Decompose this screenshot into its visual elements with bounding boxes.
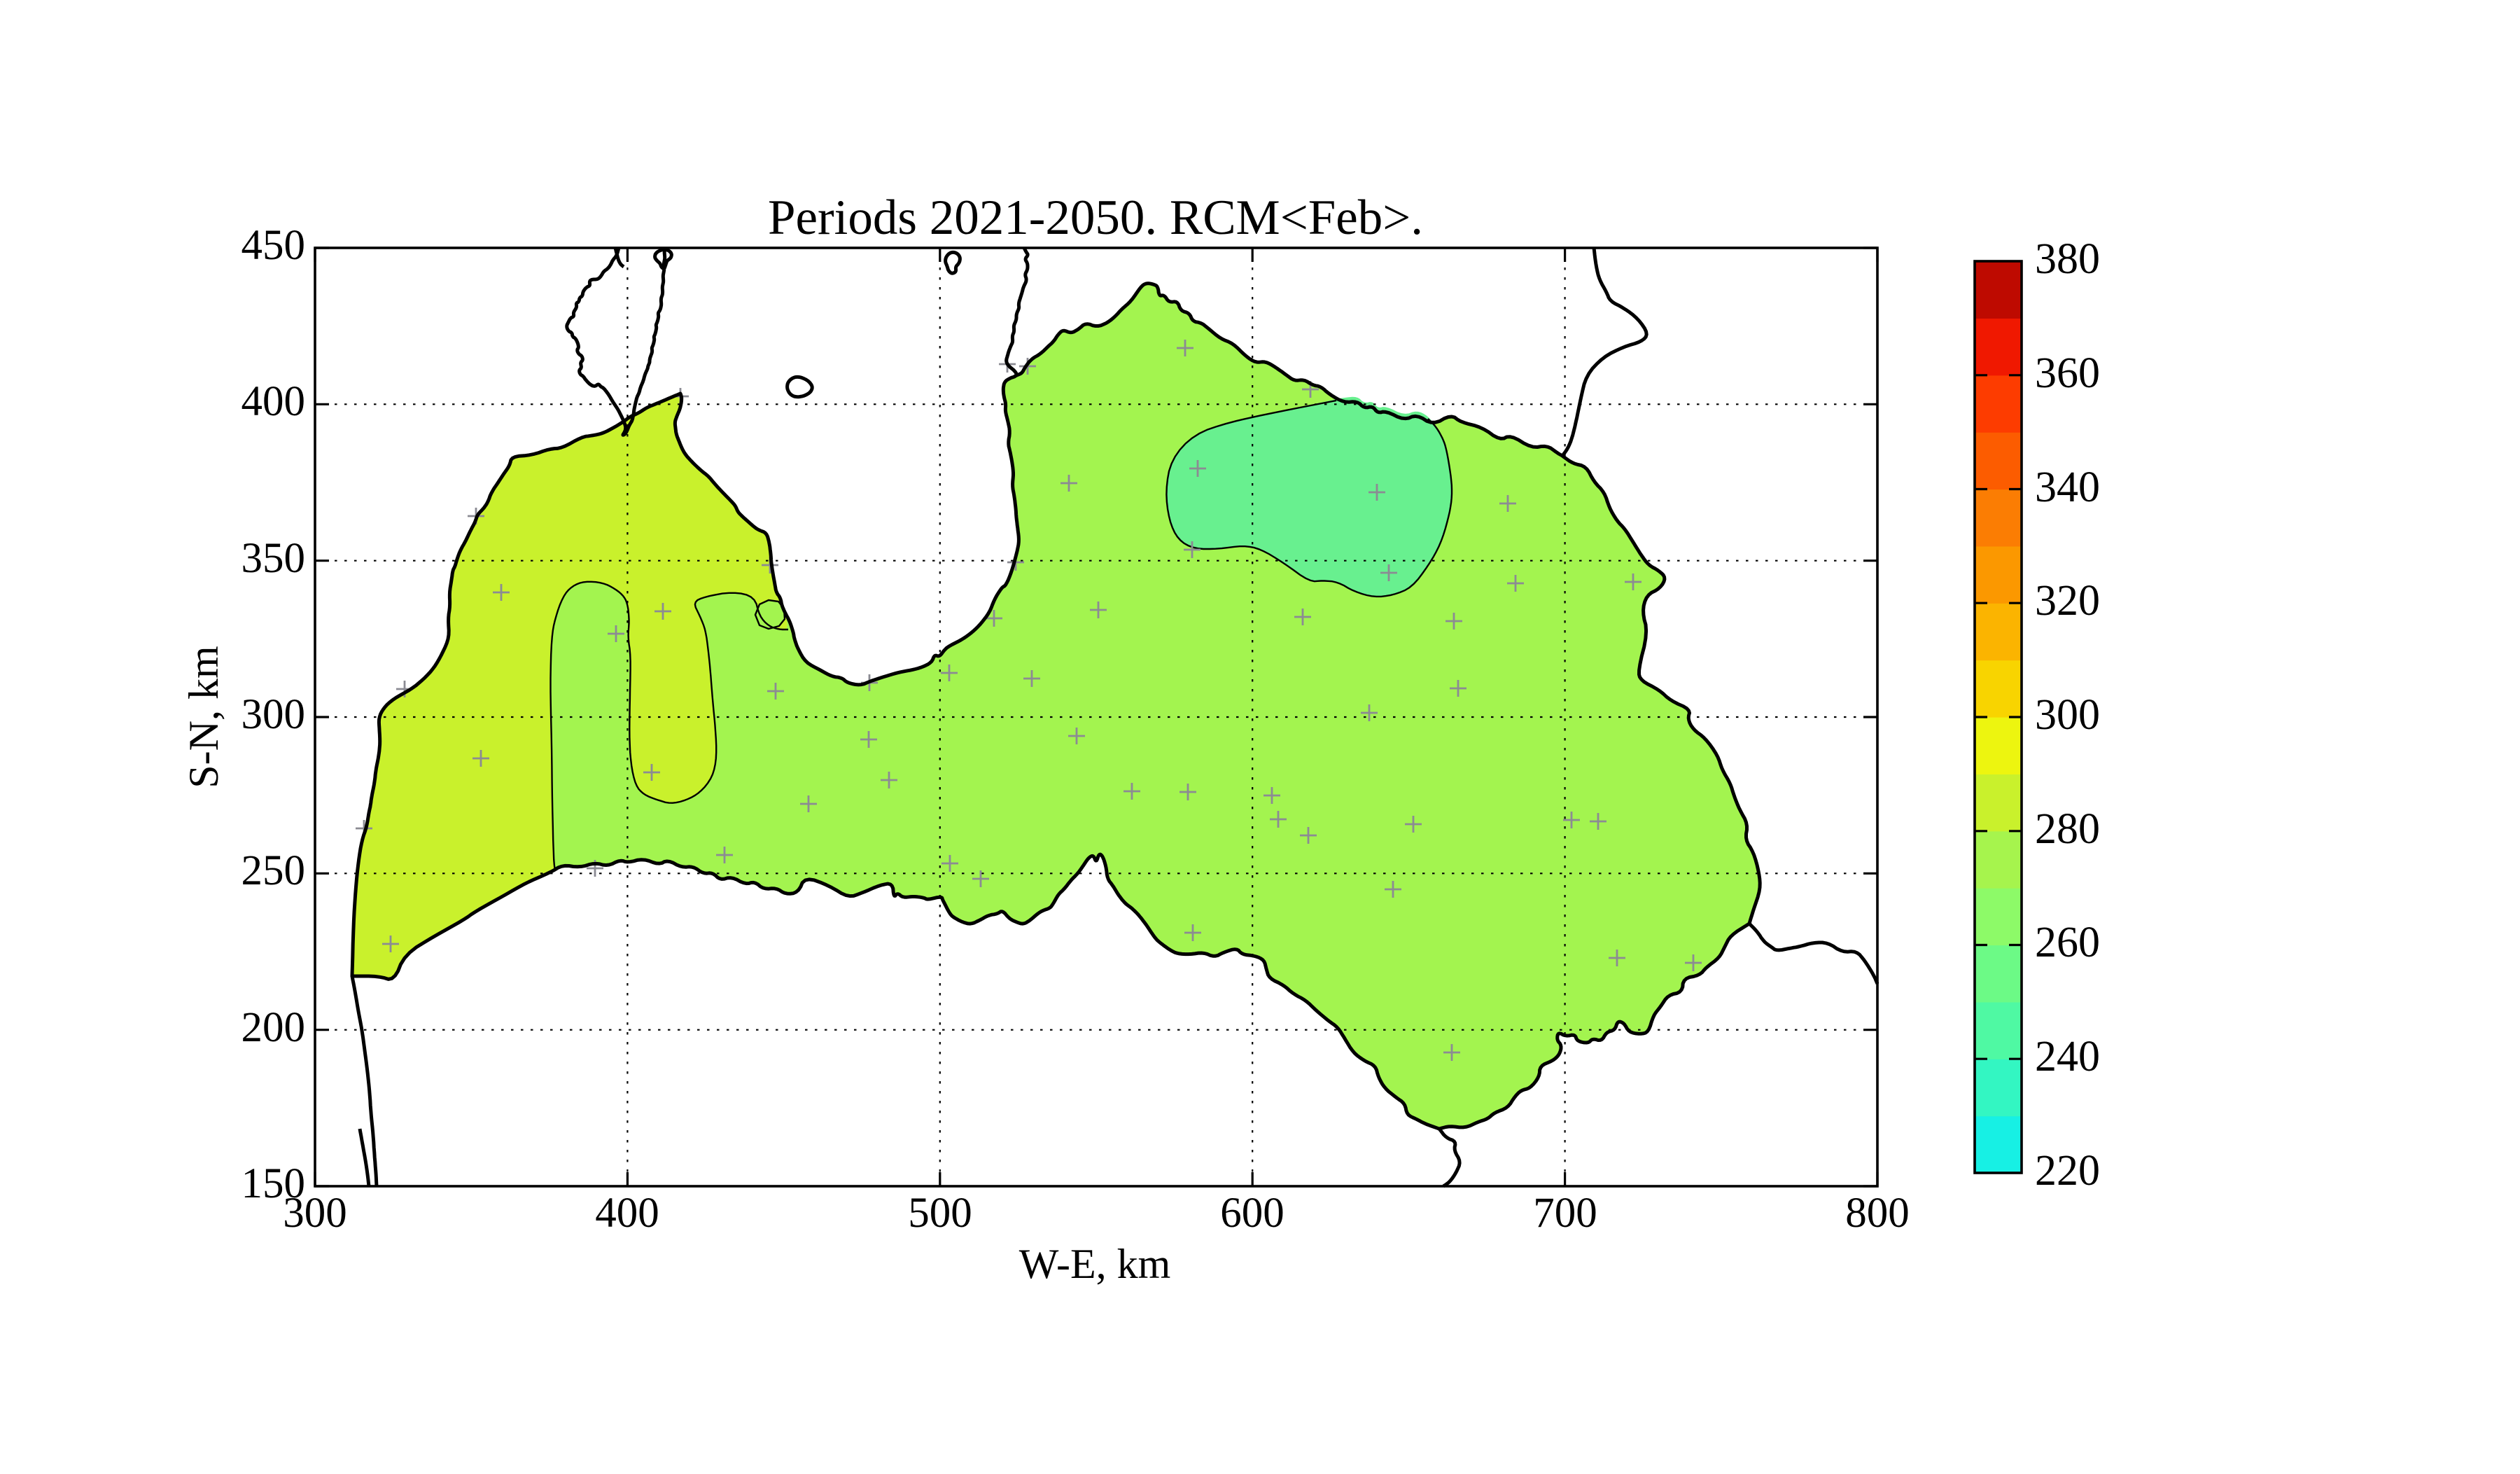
svg-text:Periods 2021-2050. RCM<Feb>.: Periods 2021-2050. RCM<Feb>. (768, 190, 1423, 245)
svg-text:150: 150 (241, 1160, 306, 1207)
svg-text:400: 400 (595, 1190, 659, 1237)
svg-text:300: 300 (241, 691, 306, 738)
svg-text:340: 340 (2035, 464, 2100, 511)
svg-text:320: 320 (2035, 577, 2100, 625)
svg-text:300: 300 (2035, 691, 2100, 739)
svg-text:800: 800 (1845, 1190, 1910, 1237)
svg-text:400: 400 (241, 378, 306, 425)
svg-text:350: 350 (241, 535, 306, 582)
svg-text:280: 280 (2035, 805, 2100, 853)
svg-text:700: 700 (1533, 1190, 1597, 1237)
svg-text:380: 380 (2035, 235, 2100, 283)
svg-text:500: 500 (908, 1190, 972, 1237)
svg-text:300: 300 (283, 1190, 347, 1237)
svg-text:200: 200 (241, 1004, 306, 1051)
svg-text:450: 450 (241, 222, 306, 269)
svg-text:360: 360 (2035, 349, 2100, 397)
svg-text:260: 260 (2035, 919, 2100, 966)
svg-text:250: 250 (241, 847, 306, 894)
svg-text:220: 220 (2035, 1147, 2100, 1195)
svg-text:600: 600 (1220, 1190, 1284, 1237)
svg-text:240: 240 (2035, 1033, 2100, 1080)
svg-text:S-N, km: S-N, km (181, 646, 227, 788)
svg-text:W-E, km: W-E, km (1019, 1241, 1171, 1287)
